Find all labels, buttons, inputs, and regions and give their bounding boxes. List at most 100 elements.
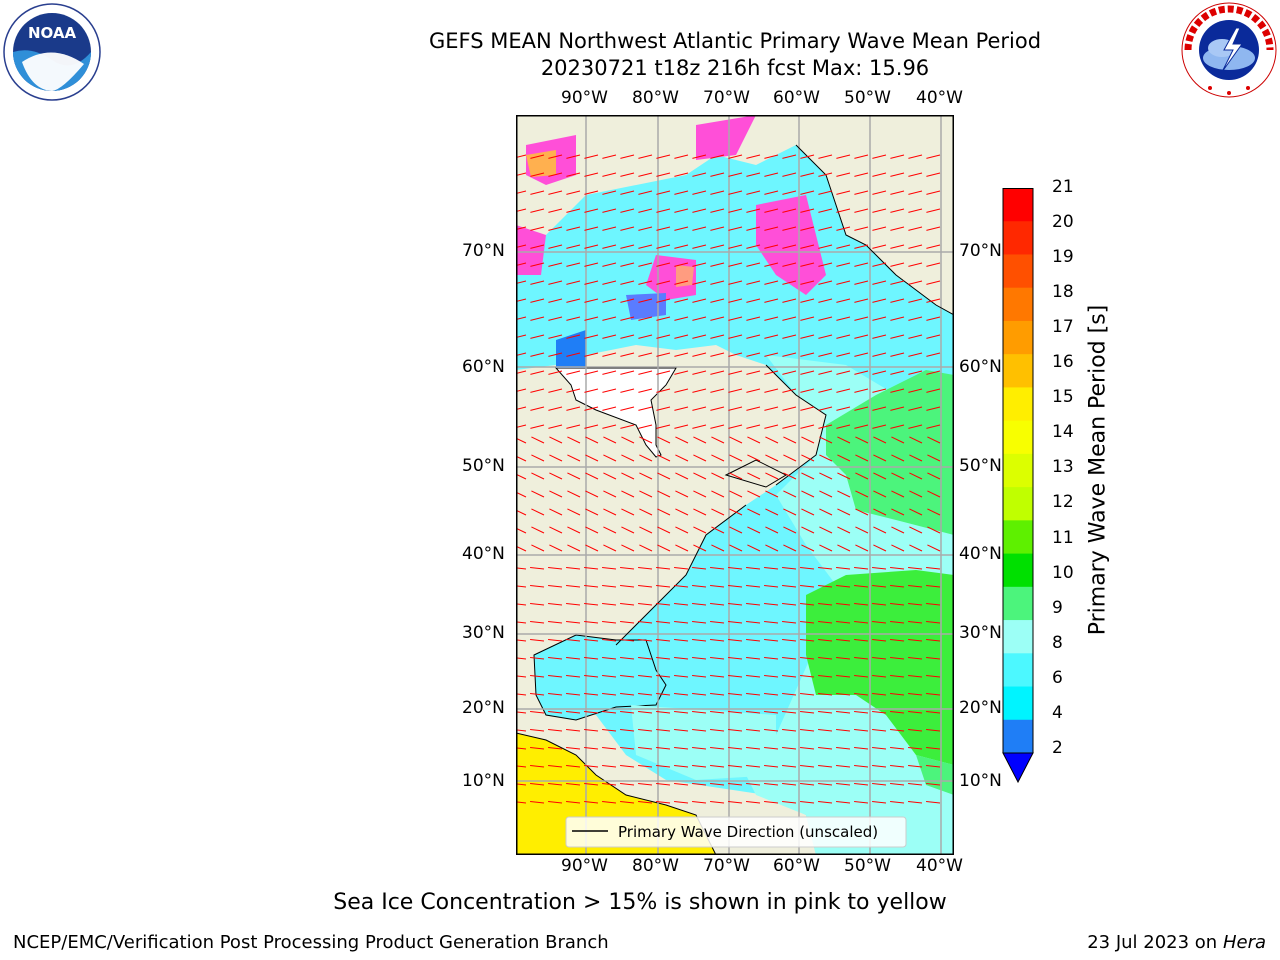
- wave-direction-arrow: [764, 783, 779, 786]
- wave-direction-arrow: [836, 226, 851, 231]
- wave-direction-arrow: [728, 388, 743, 393]
- wave-direction-arrow: [584, 262, 599, 267]
- wave-direction-arrow: [548, 639, 563, 642]
- wave-direction-arrow: [602, 262, 617, 267]
- wave-direction-arrow: [746, 406, 761, 411]
- wave-direction-arrow: [531, 436, 545, 444]
- wave-direction-arrow: [656, 729, 671, 732]
- wave-direction-arrow: [764, 388, 779, 393]
- wave-direction-arrow: [764, 711, 779, 714]
- wave-direction-arrow: [818, 208, 833, 213]
- wave-direction-arrow: [621, 454, 635, 462]
- wave-direction-arrow: [710, 621, 725, 624]
- wave-direction-arrow: [836, 801, 851, 804]
- wave-direction-arrow: [926, 154, 941, 159]
- wave-direction-arrow: [836, 585, 851, 588]
- wave-direction-arrow: [710, 334, 725, 339]
- wave-direction-arrow: [764, 262, 779, 267]
- wave-direction-arrow: [854, 190, 869, 195]
- wave-direction-arrow: [711, 544, 725, 552]
- wave-direction-arrow: [872, 334, 887, 339]
- wave-direction-arrow: [516, 801, 527, 804]
- wave-direction-arrow: [872, 370, 887, 375]
- wave-direction-arrow: [639, 508, 653, 516]
- wave-direction-arrow: [567, 454, 581, 462]
- wave-direction-arrow: [926, 298, 941, 303]
- wave-direction-arrow: [873, 490, 887, 498]
- wave-direction-arrow: [693, 526, 707, 534]
- wave-direction-arrow: [818, 639, 833, 642]
- wave-direction-arrow: [548, 172, 563, 177]
- wave-direction-arrow: [531, 544, 545, 552]
- colorbar-tick: 20: [1052, 212, 1074, 232]
- wave-direction-arrow: [818, 262, 833, 267]
- wave-direction-arrow: [674, 801, 689, 804]
- wave-direction-arrow: [585, 508, 599, 516]
- wave-direction-arrow: [836, 747, 851, 750]
- wave-direction-arrow: [836, 765, 851, 768]
- wave-direction-arrow: [675, 454, 689, 462]
- colorbar-tick: 21: [1052, 177, 1074, 197]
- wave-direction-arrow: [516, 316, 527, 321]
- wave-direction-arrow: [639, 526, 653, 534]
- wave-direction-arrow: [530, 316, 545, 321]
- wave-direction-arrow: [567, 526, 581, 534]
- wave-direction-arrow: [926, 424, 941, 429]
- wave-direction-arrow: [837, 526, 851, 534]
- wave-direction-arrow: [783, 472, 797, 480]
- wave-direction-arrow: [620, 639, 635, 642]
- wave-direction-arrow: [602, 226, 617, 231]
- wave-direction-arrow: [782, 208, 797, 213]
- wave-direction-arrow: [890, 585, 905, 588]
- wave-direction-arrow: [872, 621, 887, 624]
- wave-direction-arrow: [782, 801, 797, 804]
- colorbar-tick: 14: [1052, 422, 1074, 442]
- wave-direction-arrow: [746, 801, 761, 804]
- wave-direction-arrow: [800, 711, 815, 714]
- wave-direction-arrow: [516, 334, 527, 339]
- wave-direction-arrow: [800, 280, 815, 285]
- wave-direction-arrow: [603, 508, 617, 516]
- wave-direction-arrow: [692, 675, 707, 678]
- wave-direction-arrow: [836, 154, 851, 159]
- wave-direction-arrow: [638, 765, 653, 768]
- wave-direction-arrow: [638, 190, 653, 195]
- wave-direction-arrow: [620, 316, 635, 321]
- wave-direction-arrow: [800, 585, 815, 588]
- wave-direction-arrow: [764, 154, 779, 159]
- wave-direction-arrow: [837, 508, 851, 516]
- wave-direction-arrow: [890, 747, 905, 750]
- wave-direction-arrow: [674, 567, 689, 570]
- wave-direction-arrow: [639, 472, 653, 480]
- wave-direction-arrow: [855, 526, 869, 534]
- wave-direction-arrow: [890, 208, 905, 213]
- wave-direction-arrow: [692, 747, 707, 750]
- wave-direction-arrow: [516, 527, 527, 534]
- wave-direction-arrow: [908, 747, 923, 750]
- wave-direction-arrow: [908, 262, 923, 267]
- wave-direction-arrow: [674, 208, 689, 213]
- wave-direction-arrow: [602, 190, 617, 195]
- wave-direction-arrow: [710, 370, 725, 375]
- wave-direction-arrow: [818, 280, 833, 285]
- wave-direction-arrow: [908, 801, 923, 804]
- wave-direction-arrow: [728, 639, 743, 642]
- wave-direction-arrow: [584, 298, 599, 303]
- wave-direction-arrow: [530, 693, 545, 696]
- wave-direction-arrow: [602, 585, 617, 588]
- wave-direction-arrow: [837, 544, 851, 552]
- wave-direction-arrow: [746, 729, 761, 732]
- wave-direction-arrow: [908, 567, 923, 570]
- wave-direction-arrow: [800, 747, 815, 750]
- wave-direction-arrow: [549, 436, 563, 444]
- wave-direction-arrow: [836, 370, 851, 375]
- wave-direction-arrow: [890, 388, 905, 393]
- wave-direction-arrow: [656, 334, 671, 339]
- wave-direction-arrow: [674, 603, 689, 606]
- wave-direction-arrow: [800, 244, 815, 249]
- wave-direction-arrow: [638, 747, 653, 750]
- wave-direction-arrow: [516, 208, 527, 213]
- wave-direction-arrow: [602, 711, 617, 714]
- wave-direction-arrow: [891, 544, 905, 552]
- wave-direction-arrow: [764, 334, 779, 339]
